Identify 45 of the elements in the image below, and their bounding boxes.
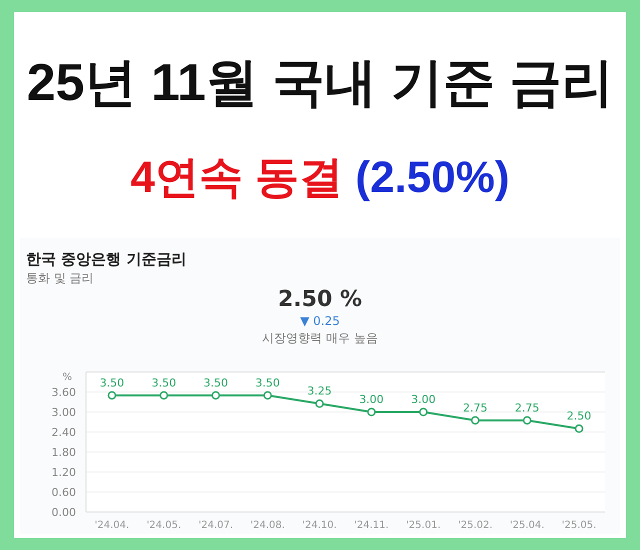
chart-title: 25년 11월 국내 기준 금리 <box>26 54 614 112</box>
y-tick-label: 2.40 <box>52 426 76 439</box>
x-tick-label: '24.04. <box>94 520 130 531</box>
data-label: 3.50 <box>204 376 228 390</box>
x-tick-label: '24.05. <box>146 520 182 531</box>
text: 2.50 % <box>278 287 362 312</box>
point <box>160 391 168 400</box>
x-tick-label: '25.04. <box>510 520 544 531</box>
point <box>419 408 428 416</box>
point <box>471 416 480 425</box>
y-tick-label: 1.80 <box>52 446 76 459</box>
chart-subtitle: 4연속 동결 (2.50%) <box>130 153 510 202</box>
data-label: 3.25 <box>307 384 332 398</box>
point <box>263 391 272 400</box>
data-label: 2.75 <box>463 401 488 414</box>
data-label: 3.00 <box>359 393 384 406</box>
y-tick-label: 3.00 <box>52 406 76 419</box>
point <box>108 391 116 400</box>
point <box>315 399 324 408</box>
y-tick-label: 3.60 <box>52 386 76 399</box>
x-tick-label: '24.08. <box>250 520 285 531</box>
y-axis-title: % <box>62 372 72 383</box>
point <box>367 408 376 416</box>
data-label: 3.50 <box>100 376 124 390</box>
point <box>522 416 532 425</box>
x-tick-label: '24.11. <box>354 520 389 531</box>
y-tick-label: 0.00 <box>52 506 76 519</box>
text: 시장영향력 매우 높음 <box>262 331 378 345</box>
data-label: 3.00 <box>411 393 436 406</box>
x-tick-label: '24.07. <box>198 520 234 531</box>
text: ▼ 0.25 <box>300 314 340 328</box>
data-label: 3.50 <box>255 376 280 390</box>
x-tick-label: '25.01. <box>406 520 441 531</box>
data-label: 3.50 <box>152 376 176 390</box>
point <box>212 391 220 400</box>
y-tick-label: 1.20 <box>52 466 76 479</box>
text: 통화 및 금리 <box>26 271 94 285</box>
data-label: 2.50 <box>566 410 592 423</box>
x-tick-label: '25.02. <box>458 520 493 531</box>
text: 한국 중앙은행 기준금리 <box>26 250 186 268</box>
x-tick-label: '24.10. <box>302 520 337 531</box>
point <box>574 424 584 433</box>
y-tick-label: 0.60 <box>52 486 76 499</box>
data-label: 2.75 <box>514 401 540 414</box>
x-tick-label: '25.05. <box>562 520 596 531</box>
